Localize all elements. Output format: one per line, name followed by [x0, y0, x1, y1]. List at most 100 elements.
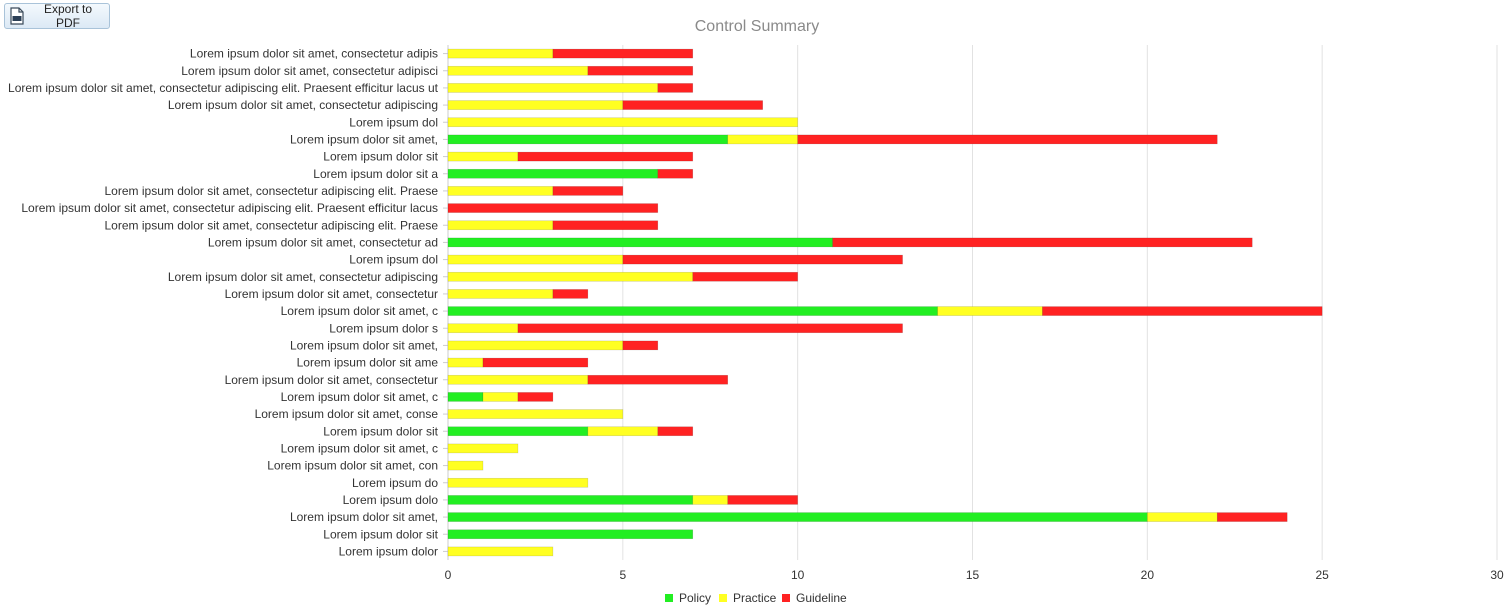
bar-practice[interactable]: [447, 220, 554, 231]
export-pdf-button[interactable]: Export to PDF: [4, 2, 110, 30]
bar-guideline[interactable]: [587, 374, 729, 385]
legend-swatch-guideline: [782, 594, 790, 602]
legend: Policy Practice Guideline: [665, 591, 847, 605]
bar-practice[interactable]: [447, 357, 484, 368]
category-label: Lorem ipsum dol: [349, 115, 438, 129]
category-label: Lorem ipsum do: [352, 476, 438, 490]
bar-guideline[interactable]: [797, 134, 1218, 145]
category-label: Lorem ipsum dolor sit amet, consectetur …: [21, 201, 438, 215]
bar-practice[interactable]: [447, 443, 519, 454]
x-tick-label: 30: [1490, 568, 1504, 582]
category-label: Lorem ipsum dol: [349, 253, 438, 267]
bar-practice[interactable]: [447, 100, 624, 110]
bar-practice[interactable]: [447, 48, 554, 59]
bar-policy[interactable]: [447, 168, 659, 179]
grid-lines: [443, 45, 1498, 560]
x-tick-label: 10: [791, 568, 805, 582]
bar-practice[interactable]: [447, 289, 554, 299]
category-label: Lorem ipsum dolor sit amet,: [290, 132, 438, 146]
bar-guideline[interactable]: [622, 254, 903, 265]
category-labels: Lorem ipsum dolor sit amet, consectetur …: [8, 47, 439, 559]
bar-practice[interactable]: [447, 374, 589, 385]
bar-policy[interactable]: [447, 529, 694, 540]
bar-policy[interactable]: [447, 392, 484, 402]
x-tick-label: 15: [966, 568, 980, 582]
category-label: Lorem ipsum dolor sit amet, conse: [255, 407, 439, 421]
bar-practice[interactable]: [447, 460, 484, 471]
bar-guideline[interactable]: [552, 186, 624, 196]
bar-policy[interactable]: [447, 426, 589, 437]
bar-guideline[interactable]: [517, 151, 694, 162]
bar-policy[interactable]: [447, 512, 1148, 522]
bar-practice[interactable]: [447, 117, 798, 128]
category-label: Lorem ipsum dolor sit amet,: [290, 510, 438, 524]
bar-policy[interactable]: [447, 134, 729, 145]
bar-guideline[interactable]: [482, 357, 589, 368]
category-label: Lorem ipsum dolor sit amet, consectetur …: [105, 218, 439, 232]
bar-practice[interactable]: [447, 546, 554, 557]
category-label: Lorem ipsum dolor sit amet, consectetur …: [168, 98, 438, 112]
category-label: Lorem ipsum dolor sit amet,: [290, 338, 438, 352]
bar-practice[interactable]: [447, 477, 589, 488]
category-label: Lorem ipsum dolor sit: [323, 150, 438, 164]
pdf-file-icon: [9, 7, 25, 25]
bar-guideline[interactable]: [552, 220, 659, 231]
bar-guideline[interactable]: [552, 48, 694, 59]
bar-practice[interactable]: [447, 83, 659, 93]
legend-label-guideline[interactable]: Guideline: [796, 591, 847, 605]
bar-practice[interactable]: [447, 323, 519, 334]
bar-practice[interactable]: [447, 151, 519, 162]
x-tick-label: 5: [619, 568, 626, 582]
x-tick-label: 0: [445, 568, 452, 582]
bar-policy[interactable]: [447, 495, 694, 505]
bar-practice[interactable]: [447, 340, 624, 351]
bar-practice[interactable]: [447, 254, 624, 265]
bar-practice[interactable]: [1147, 512, 1218, 522]
bar-guideline[interactable]: [832, 237, 1253, 248]
bar-guideline[interactable]: [447, 203, 659, 213]
bar-practice[interactable]: [447, 65, 589, 76]
bar-practice[interactable]: [587, 426, 659, 437]
category-label: Lorem ipsum dolor sit amet, consectetur …: [181, 64, 438, 78]
bar-guideline[interactable]: [587, 65, 694, 76]
export-pdf-label: Export to PDF: [43, 2, 93, 30]
bar-practice[interactable]: [447, 271, 694, 282]
bar-practice[interactable]: [482, 392, 519, 402]
x-tick-label: 25: [1315, 568, 1329, 582]
category-label: Lorem ipsum dolor sit ame: [297, 356, 439, 370]
bar-practice[interactable]: [447, 409, 624, 419]
category-label: Lorem ipsum dolor sit: [323, 424, 438, 438]
bar-guideline[interactable]: [622, 340, 659, 351]
bar-policy[interactable]: [447, 306, 938, 316]
bar-guideline[interactable]: [692, 271, 798, 282]
x-tick-label: 20: [1141, 568, 1155, 582]
chart-title: Control Summary: [695, 18, 819, 35]
bar-practice[interactable]: [727, 134, 798, 145]
legend-label-practice[interactable]: Practice: [733, 591, 777, 605]
x-axis-tick-labels: 0 5 10 15 20 25 30: [445, 568, 1504, 582]
bar-guideline[interactable]: [1216, 512, 1288, 522]
bar-guideline[interactable]: [552, 289, 589, 299]
bar-practice[interactable]: [447, 186, 554, 196]
bar-guideline[interactable]: [657, 426, 694, 437]
bar-guideline[interactable]: [517, 323, 903, 334]
category-label: Lorem ipsum dolor sit amet, con: [267, 459, 438, 473]
legend-swatch-policy: [665, 594, 673, 602]
legend-swatch-practice: [719, 594, 727, 602]
bar-guideline[interactable]: [517, 392, 554, 402]
bar-guideline[interactable]: [657, 168, 694, 179]
legend-label-policy[interactable]: Policy: [679, 591, 711, 605]
category-label: Lorem ipsum dolor sit a: [313, 167, 438, 181]
category-label: Lorem ipsum dolor s: [329, 321, 438, 335]
bar-guideline[interactable]: [727, 495, 798, 505]
category-label: Lorem ipsum dolor sit: [323, 527, 438, 541]
category-label: Lorem ipsum dolor sit amet, consectetur …: [190, 47, 438, 61]
bar-guideline[interactable]: [622, 100, 763, 110]
bar-guideline[interactable]: [1042, 306, 1323, 316]
bar-practice[interactable]: [937, 306, 1043, 316]
bar-guideline[interactable]: [657, 83, 694, 93]
category-label: Lorem ipsum dolor sit amet, consectetur …: [105, 184, 439, 198]
category-label: Lorem ipsum dolor sit amet, consectetur: [225, 373, 438, 387]
bar-practice[interactable]: [692, 495, 729, 505]
bar-policy[interactable]: [447, 237, 833, 248]
